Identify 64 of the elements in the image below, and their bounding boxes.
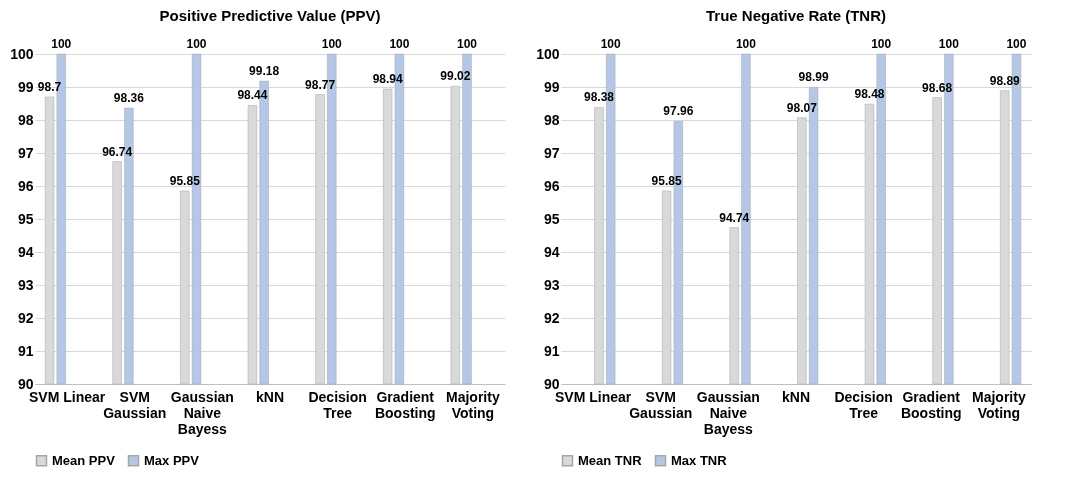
data-label: 98.7	[37, 79, 62, 94]
data-label: 99.02	[440, 69, 471, 84]
x-tick-label: Gradient Boosting	[374, 388, 436, 421]
y-tick-label: 100	[536, 45, 560, 62]
data-label: 98.99	[798, 70, 829, 85]
data-label: 100	[1006, 37, 1027, 51]
y-tick-label: 91	[17, 342, 34, 359]
legend-label: Mean TNR	[578, 452, 643, 468]
x-tick-label: kNN	[781, 388, 811, 405]
legend-label: Max TNR	[671, 452, 728, 468]
y-tick-label: 93	[17, 276, 34, 293]
x-tick-label: Majority Voting	[446, 388, 500, 421]
legend-label: Max PPV	[144, 452, 200, 468]
y-tick-label: 95	[17, 210, 34, 227]
data-label: 100	[457, 37, 478, 51]
data-label: 98.44	[237, 88, 268, 103]
data-label: 100	[321, 37, 343, 51]
y-tick-label: 98	[17, 111, 34, 128]
data-label: 100	[51, 37, 72, 51]
data-label: 100	[600, 37, 622, 51]
data-label: 98.36	[113, 91, 145, 106]
y-tick-label: 99	[17, 78, 34, 95]
chart-title: Positive Predictive Value (PPV)	[159, 7, 381, 24]
data-label: 98.68	[922, 80, 953, 95]
x-tick-label: Gaussian Naive Bayess	[170, 388, 234, 437]
chart-title: True Negative Rate (TNR)	[705, 7, 887, 24]
data-label: 97.96	[663, 104, 694, 119]
data-label: 98.38	[583, 90, 615, 105]
y-tick-label: 97	[543, 144, 560, 161]
data-label: 94.74	[719, 210, 750, 225]
y-tick-label: 99	[543, 78, 560, 95]
y-tick-label: 92	[543, 309, 560, 326]
data-label: 98.89	[989, 73, 1021, 88]
y-tick-label: 96	[543, 177, 560, 194]
y-tick-label: 97	[17, 144, 34, 161]
data-label: 100	[735, 37, 757, 51]
x-tick-label: Majority Voting	[972, 388, 1026, 421]
data-label: 98.48	[854, 87, 885, 102]
y-tick-label: 95	[543, 210, 560, 227]
x-tick-label: Gaussian Naive Bayess	[696, 388, 760, 437]
data-label: 95.85	[651, 173, 682, 188]
data-label: 96.74	[102, 144, 133, 159]
y-tick-label: 91	[543, 342, 560, 359]
data-label: 100	[186, 37, 207, 51]
x-tick-label: Decision Tree	[834, 388, 893, 421]
x-tick-label: Decision Tree	[308, 388, 367, 421]
data-label: 100	[871, 37, 892, 51]
y-tick-label: 93	[543, 276, 560, 293]
data-label: 95.85	[169, 173, 201, 188]
x-tick-label: Gradient Boosting	[900, 388, 962, 421]
x-tick-label: kNN	[255, 388, 285, 405]
data-label: 99.18	[249, 64, 280, 79]
data-label: 100	[938, 37, 960, 51]
data-label: 100	[389, 37, 410, 51]
legend-label: Mean PPV	[52, 452, 116, 468]
y-tick-label: 96	[17, 177, 34, 194]
data-label: 98.07	[786, 100, 818, 115]
data-label: 98.77	[305, 77, 336, 92]
data-label: 98.94	[372, 71, 404, 86]
y-tick-label: 94	[17, 243, 34, 260]
y-tick-label: 94	[543, 243, 560, 260]
y-tick-label: 100	[10, 45, 34, 62]
y-tick-label: 98	[543, 111, 560, 128]
y-tick-label: 92	[17, 309, 34, 326]
